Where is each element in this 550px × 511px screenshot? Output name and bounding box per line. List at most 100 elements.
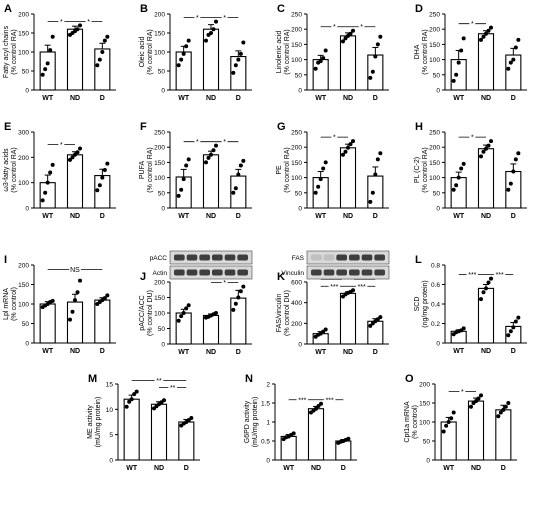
point-G-D-4 xyxy=(378,151,383,156)
point-M-WT-4 xyxy=(134,389,139,394)
y-tick-label-K-3: 600 xyxy=(291,280,302,287)
point-J-WT-1 xyxy=(179,314,184,319)
y-tick-label-C-1: 50 xyxy=(295,72,303,79)
point-O-D-0 xyxy=(496,414,501,419)
y-tick-label-C-4: 200 xyxy=(291,27,302,34)
point-H-WT-4 xyxy=(461,161,466,166)
y-tick-label-D-1: 50 xyxy=(433,72,441,79)
blot-band-K-1-2 xyxy=(336,269,347,276)
x-tick-label-D-ND: ND xyxy=(481,95,491,102)
y-tick-label-A-4: 200 xyxy=(18,12,29,19)
y-tick-label-H-3: 150 xyxy=(429,160,440,167)
y-axis-title-E: ω3-fatty acids(% control RA) xyxy=(3,147,18,193)
x-tick-label-F-D: D xyxy=(236,213,241,220)
point-D-ND-2 xyxy=(484,31,488,36)
point-B-WT-1 xyxy=(179,57,184,62)
blot-band-K-0-2 xyxy=(336,254,347,261)
panel-label-B: B xyxy=(140,3,148,15)
point-M-D-4 xyxy=(189,415,194,420)
sig-label-I-0: NS xyxy=(70,267,80,274)
point-I-WT-4 xyxy=(50,298,55,303)
point-A-WT-4 xyxy=(50,34,55,39)
y-tick-label-E-2: 200 xyxy=(18,155,29,162)
y-axis-title-line-B-0: Oleic acid xyxy=(139,37,146,68)
point-G-ND-0 xyxy=(340,152,345,157)
x-tick-label-E-WT: WT xyxy=(42,213,54,220)
y-tick-label-G-4: 200 xyxy=(291,145,302,152)
y-axis-title-line-L-1: (ng/mg protein) xyxy=(422,280,429,327)
x-tick-label-A-WT: WT xyxy=(42,95,54,102)
point-D-D-3 xyxy=(513,45,518,50)
x-tick-label-J-ND: ND xyxy=(206,349,216,356)
x-tick-label-E-D: D xyxy=(100,213,105,220)
point-F-WT-2 xyxy=(181,177,186,182)
blot-band-J-1-1 xyxy=(186,269,198,276)
point-D-D-0 xyxy=(506,66,511,71)
y-axis-title-line-C-1: (% control RA) xyxy=(284,29,291,75)
x-tick-label-L-WT: WT xyxy=(453,348,465,355)
point-A-ND-3 xyxy=(75,27,80,32)
point-O-ND-0 xyxy=(468,404,473,409)
y-tick-label-J-1: 50 xyxy=(158,326,166,333)
y-tick-label-N-1: 0.5 xyxy=(261,439,270,446)
y-tick-label-O-2: 100 xyxy=(419,420,430,427)
point-J-WT-0 xyxy=(176,318,181,323)
y-tick-label-I-3: 150 xyxy=(18,282,29,289)
x-tick-label-J-WT: WT xyxy=(178,349,190,356)
point-O-D-3 xyxy=(503,404,508,409)
y-tick-label-J-2: 100 xyxy=(154,311,165,318)
x-tick-label-M-D: D xyxy=(184,465,189,472)
sig-label-J-1: * xyxy=(223,280,226,287)
panel-label-C: C xyxy=(277,3,285,15)
point-G-D-1 xyxy=(370,190,375,195)
panel-label-H: H xyxy=(415,121,423,133)
y-axis-title-line-M-1: (mU/mg protein) xyxy=(95,397,102,448)
y-tick-label-E-3: 300 xyxy=(18,130,29,137)
y-tick-label-J-0: 0 xyxy=(161,342,165,349)
point-F-D-0 xyxy=(231,190,236,195)
point-I-ND-1 xyxy=(70,309,75,314)
sig-label-M-0: ** xyxy=(156,378,162,385)
point-E-ND-4 xyxy=(78,146,83,151)
point-C-WT-3 xyxy=(321,56,326,61)
point-D-WT-2 xyxy=(456,60,461,65)
panel-N: N 0 0.5 1 1.5 2 G6PD activity(mU/mg protein) WT… xyxy=(244,373,357,472)
y-tick-label-G-0: 0 xyxy=(298,206,302,213)
point-M-WT-1 xyxy=(127,399,132,404)
point-H-D-1 xyxy=(508,181,513,186)
panel-label-M: M xyxy=(88,373,97,385)
bar-O-WT xyxy=(440,421,457,461)
point-O-ND-2 xyxy=(474,399,478,404)
y-tick-label-O-0: 0 xyxy=(426,458,430,465)
point-C-WT-0 xyxy=(313,66,318,71)
sig-label-K-0: *** xyxy=(330,284,338,291)
point-L-D-3 xyxy=(513,319,518,324)
x-tick-label-H-D: D xyxy=(511,213,516,220)
y-tick-label-L-2: 0.4 xyxy=(431,302,440,309)
panel-label-I: I xyxy=(4,254,7,266)
point-B-WT-4 xyxy=(186,38,191,43)
y-axis-title-line-D-1: (% control RA) xyxy=(422,29,429,75)
point-A-ND-4 xyxy=(78,23,83,28)
point-N-ND-4 xyxy=(319,401,324,406)
sig-label-C-0: * xyxy=(333,24,336,31)
point-H-ND-0 xyxy=(478,154,483,159)
point-O-WT-0 xyxy=(441,429,446,434)
point-L-ND-3 xyxy=(486,280,491,285)
y-tick-label-B-4: 200 xyxy=(154,12,165,19)
x-tick-label-G-ND: ND xyxy=(343,213,353,220)
panel-C: C 0 50 100 150 200 250 Linolenic acid(% control… xyxy=(276,3,389,102)
bar-F-WT xyxy=(175,176,192,209)
y-axis-title-line-J-0: pACC/ACC xyxy=(139,295,146,330)
sig-label-H-0: * xyxy=(471,135,474,142)
point-K-ND-4 xyxy=(351,288,356,293)
point-E-D-4 xyxy=(105,161,110,166)
point-B-WT-0 xyxy=(176,63,181,68)
point-C-ND-3 xyxy=(348,31,353,36)
panel-I: I 0 50 100 150 200 Lpl mRNA(% control) WT ND D NS xyxy=(3,254,116,355)
blot-band-K-0-5 xyxy=(374,254,385,261)
x-tick-label-B-D: D xyxy=(236,95,241,102)
blot-band-J-0-3 xyxy=(212,254,223,261)
blot-strip-K-1 xyxy=(306,265,390,280)
